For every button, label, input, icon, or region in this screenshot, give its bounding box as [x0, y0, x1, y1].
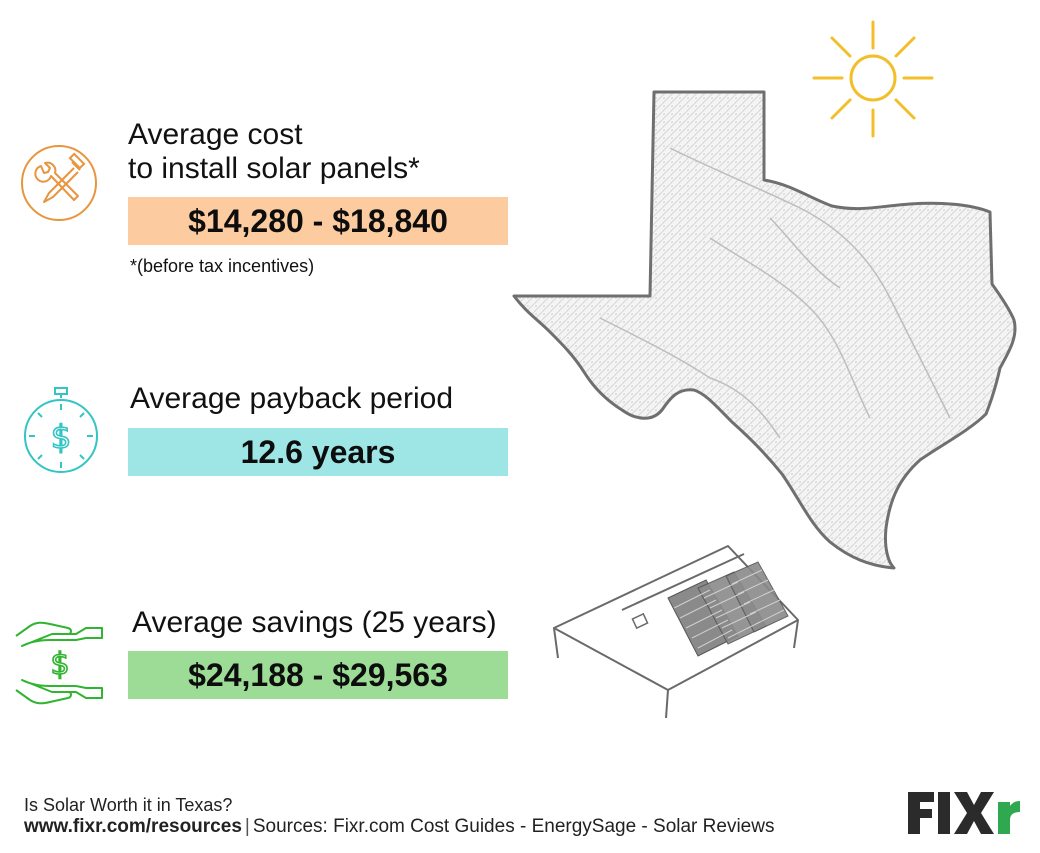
savings-value-box: $24,188 - $29,563 — [128, 651, 508, 699]
cost-heading-line1: Average cost — [128, 118, 303, 151]
hands-dollar-icon: $ — [12, 614, 106, 710]
cost-heading-line2: to install solar panels* — [128, 152, 420, 185]
cost-heading: Average cost to install solar panels* — [128, 118, 420, 186]
footer-url[interactable]: www.fixr.com/resources — [24, 816, 242, 837]
svg-text:$: $ — [50, 647, 69, 682]
wrench-screwdriver-icon — [14, 144, 104, 222]
cost-footnote: *(before tax incentives) — [130, 256, 315, 276]
savings-value: $24,188 - $29,563 — [188, 656, 448, 693]
payback-value-box: 12.6 years — [128, 428, 508, 476]
cost-value: $14,280 - $18,840 — [188, 202, 448, 239]
svg-text:$: $ — [51, 418, 71, 456]
solar-roof-icon — [548, 538, 808, 723]
footer-line: www.fixr.com/resources | Sources: Fixr.com… — [24, 816, 774, 838]
payback-heading: Average payback period — [130, 382, 453, 415]
savings-heading: Average savings (25 years) — [132, 606, 497, 639]
stopwatch-dollar-icon: $ — [16, 386, 106, 476]
footer-sources: Sources: Fixr.com Cost Guides - EnergySa… — [252, 816, 775, 837]
payback-value: 12.6 years — [240, 433, 396, 470]
sun-icon — [810, 18, 936, 144]
footer-separator: | — [244, 816, 250, 837]
texas-map — [510, 88, 1025, 573]
footer-title: Is Solar Worth it in Texas? — [24, 795, 233, 815]
cost-value-box: $14,280 - $18,840 — [128, 197, 508, 245]
fixr-logo — [906, 790, 1022, 836]
